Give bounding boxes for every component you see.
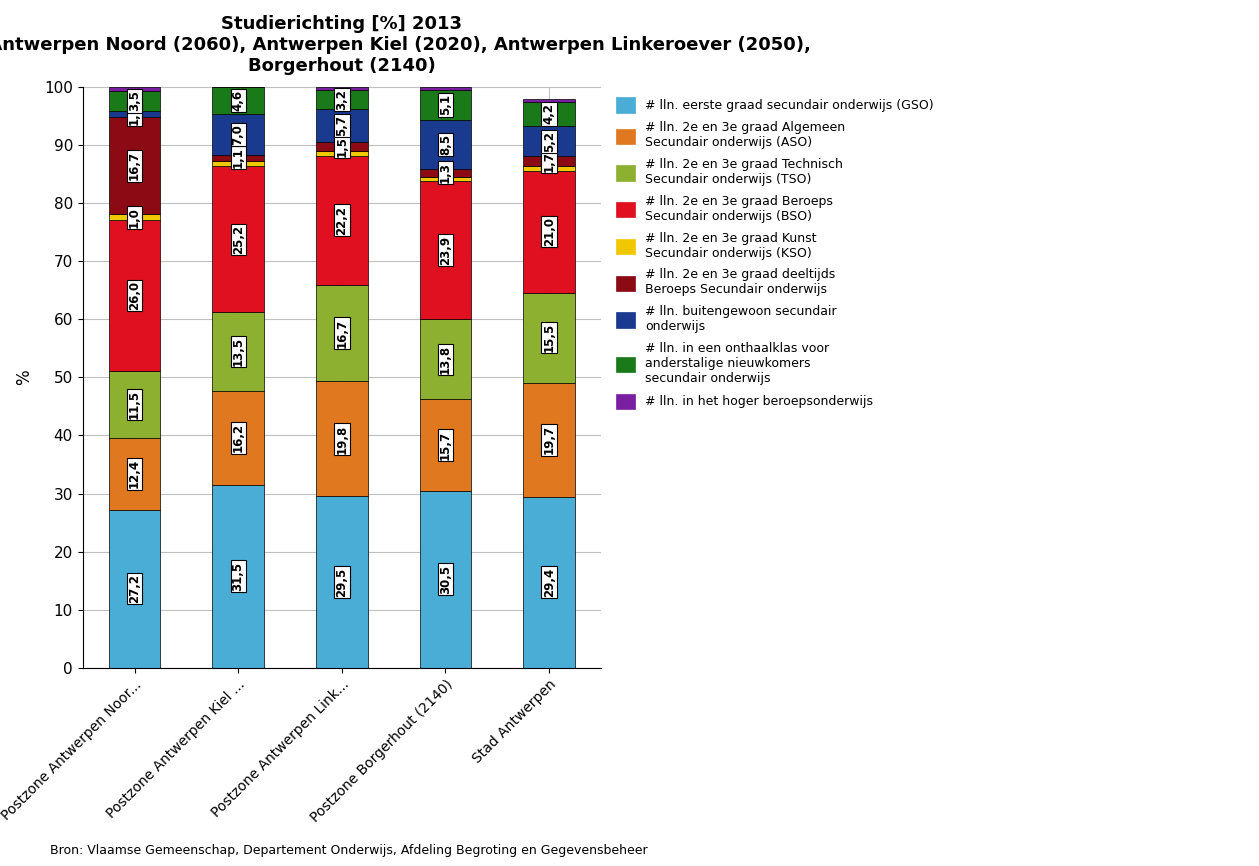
- Bar: [316, 87, 368, 90]
- Bar: [213, 313, 264, 391]
- Bar: [213, 87, 264, 114]
- Text: 16,7: 16,7: [335, 319, 349, 347]
- Text: 5,7: 5,7: [335, 115, 349, 136]
- Bar: [108, 111, 160, 118]
- Title: Studierichting [%] 2013
Postzones: Antwerpen Noord (2060), Antwerpen Kiel (2020): Studierichting [%] 2013 Postzones: Antwe…: [0, 15, 811, 74]
- Bar: [316, 496, 368, 668]
- Legend: # lln. eerste graad secundair onderwijs (GSO), # lln. 2e en 3e graad Algemeen
Se: # lln. eerste graad secundair onderwijs …: [612, 94, 937, 412]
- Bar: [419, 177, 471, 181]
- Bar: [524, 99, 575, 102]
- Text: 1,3: 1,3: [439, 163, 452, 184]
- Bar: [524, 383, 575, 497]
- Y-axis label: %: %: [15, 370, 33, 385]
- Text: 21,0: 21,0: [543, 217, 555, 246]
- Text: 30,5: 30,5: [439, 565, 452, 594]
- Text: 26,0: 26,0: [128, 281, 141, 310]
- Bar: [419, 399, 471, 491]
- Bar: [316, 156, 368, 285]
- Text: 25,2: 25,2: [232, 225, 244, 254]
- Text: 27,2: 27,2: [128, 574, 141, 604]
- Bar: [108, 91, 160, 111]
- Text: 13,5: 13,5: [232, 337, 244, 366]
- Text: 3,5: 3,5: [128, 90, 141, 112]
- Bar: [524, 166, 575, 171]
- Text: 11,5: 11,5: [128, 390, 141, 419]
- Bar: [108, 438, 160, 510]
- Text: 1,5: 1,5: [335, 136, 349, 157]
- Bar: [316, 382, 368, 496]
- Bar: [419, 90, 471, 120]
- Bar: [316, 142, 368, 151]
- Text: 29,5: 29,5: [335, 567, 349, 597]
- Text: 4,2: 4,2: [543, 103, 555, 125]
- Text: 4,6: 4,6: [232, 90, 244, 111]
- Text: 13,8: 13,8: [439, 345, 452, 374]
- Bar: [316, 285, 368, 382]
- Bar: [316, 90, 368, 109]
- Text: 1,1: 1,1: [232, 147, 244, 168]
- Text: 1,7: 1,7: [543, 151, 555, 171]
- Text: 16,7: 16,7: [128, 152, 141, 180]
- Text: 23,9: 23,9: [439, 236, 452, 265]
- Text: 31,5: 31,5: [232, 562, 244, 591]
- Bar: [108, 215, 160, 220]
- Text: 1,0: 1,0: [128, 207, 141, 228]
- Bar: [419, 320, 471, 399]
- Text: 15,5: 15,5: [543, 323, 555, 352]
- Text: 8,5: 8,5: [439, 134, 452, 155]
- Text: 3,2: 3,2: [335, 89, 349, 110]
- Bar: [213, 155, 264, 161]
- Text: 1,1: 1,1: [128, 104, 141, 125]
- Bar: [524, 157, 575, 166]
- Bar: [213, 485, 264, 668]
- Bar: [316, 109, 368, 142]
- Text: 19,7: 19,7: [543, 425, 555, 455]
- Bar: [213, 161, 264, 166]
- Text: 7,0: 7,0: [232, 124, 244, 145]
- Text: 12,4: 12,4: [128, 459, 141, 488]
- Bar: [524, 171, 575, 293]
- Bar: [419, 181, 471, 320]
- Text: 29,4: 29,4: [543, 568, 555, 597]
- Bar: [213, 391, 264, 485]
- Bar: [108, 118, 160, 215]
- Text: 16,2: 16,2: [232, 423, 244, 452]
- Text: Bron: Vlaamse Gemeenschap, Departement Onderwijs, Afdeling Begroting en Gegevens: Bron: Vlaamse Gemeenschap, Departement O…: [50, 844, 648, 857]
- Text: 22,2: 22,2: [335, 205, 349, 235]
- Text: 5,2: 5,2: [543, 131, 555, 152]
- Bar: [108, 371, 160, 438]
- Bar: [108, 220, 160, 371]
- Bar: [524, 102, 575, 126]
- Bar: [108, 87, 160, 91]
- Bar: [419, 491, 471, 668]
- Bar: [419, 87, 471, 90]
- Text: 15,7: 15,7: [439, 430, 452, 460]
- Bar: [419, 169, 471, 177]
- Bar: [524, 126, 575, 157]
- Bar: [213, 114, 264, 155]
- Bar: [316, 151, 368, 156]
- Bar: [213, 166, 264, 313]
- Bar: [524, 293, 575, 383]
- Bar: [108, 510, 160, 668]
- Bar: [524, 497, 575, 668]
- Bar: [419, 120, 471, 169]
- Text: 19,8: 19,8: [335, 424, 349, 454]
- Text: 5,1: 5,1: [439, 94, 452, 115]
